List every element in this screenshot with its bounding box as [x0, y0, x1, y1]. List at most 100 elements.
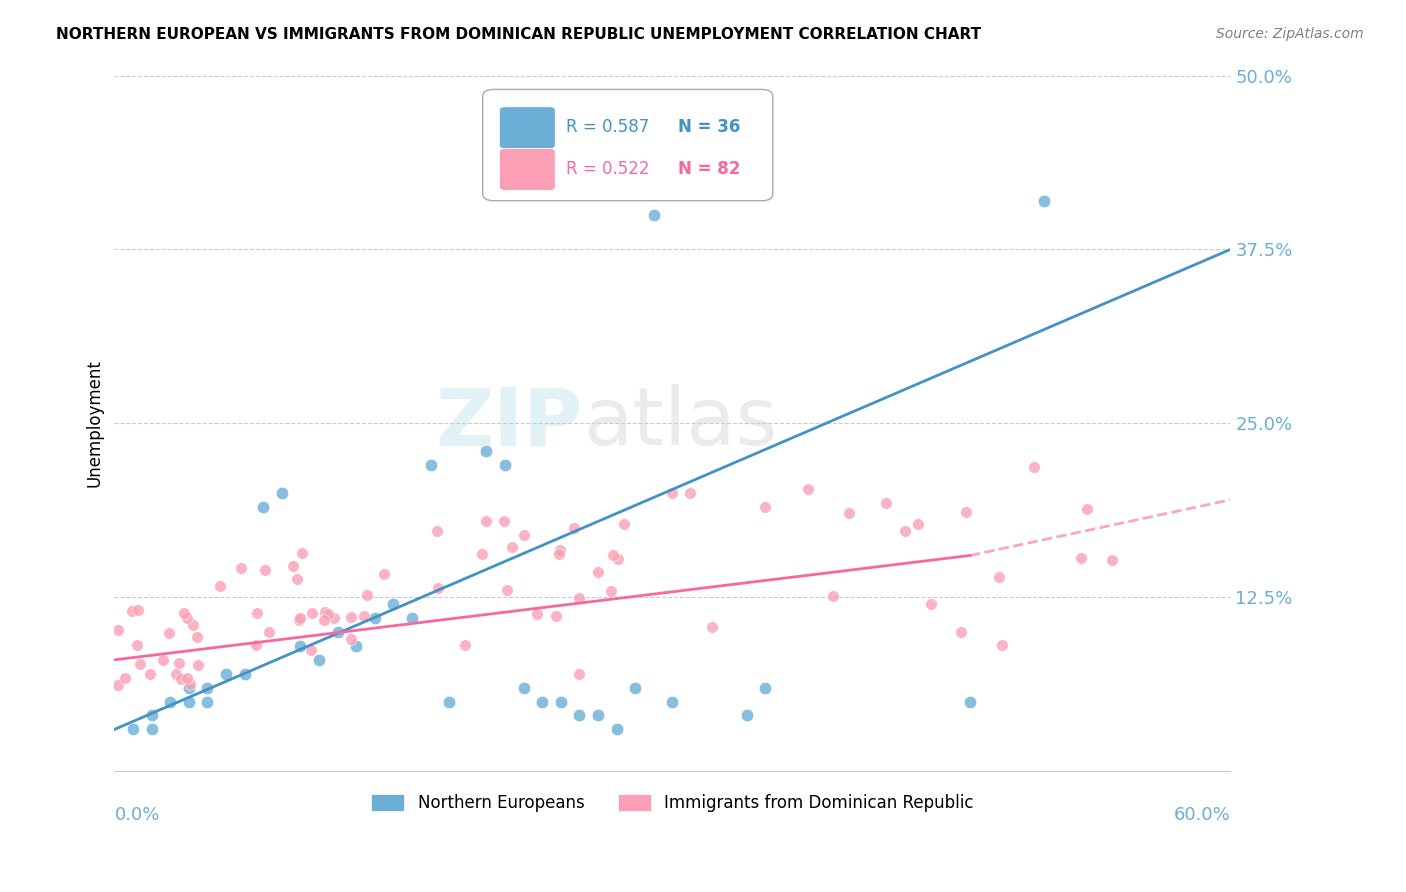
Point [322, 611, 344, 625]
Point [606, 552, 628, 566]
Point [949, 625, 972, 640]
Point [141, 723, 163, 737]
Point [318, 607, 340, 621]
Point [197, 695, 219, 709]
Point [290, 639, 312, 653]
Point [959, 695, 981, 709]
Point [754, 500, 776, 514]
Point [215, 666, 238, 681]
Point [127, 603, 149, 617]
Point [252, 500, 274, 514]
Point [838, 506, 860, 520]
Text: 60.0%: 60.0% [1174, 805, 1230, 824]
Point [170, 672, 193, 686]
Point [373, 566, 395, 581]
Point [340, 632, 363, 646]
Point [208, 579, 231, 593]
Point [173, 607, 195, 621]
Point [602, 548, 624, 562]
Point [179, 676, 201, 690]
Point [496, 583, 519, 598]
Point [308, 653, 330, 667]
Point [606, 723, 628, 737]
Point [907, 516, 929, 531]
Point [245, 638, 267, 652]
Point [754, 681, 776, 695]
Point [531, 695, 554, 709]
Point [283, 558, 305, 573]
Text: Source: ZipAtlas.com: Source: ZipAtlas.com [1216, 27, 1364, 41]
Point [288, 614, 311, 628]
Point [356, 588, 378, 602]
Point [700, 620, 723, 634]
Point [270, 486, 292, 500]
Point [299, 643, 322, 657]
Point [550, 695, 572, 709]
Point [735, 708, 758, 723]
Point [176, 671, 198, 685]
Point [1033, 194, 1056, 208]
Point [141, 708, 163, 723]
Point [114, 671, 136, 685]
Point [512, 681, 534, 695]
Point [990, 638, 1012, 652]
Point [471, 547, 494, 561]
Text: atlas: atlas [583, 384, 778, 462]
Point [177, 681, 200, 695]
Point [586, 708, 609, 723]
Point [301, 606, 323, 620]
Point [821, 589, 844, 603]
Point [894, 524, 917, 538]
Point [1070, 551, 1092, 566]
Point [197, 681, 219, 695]
Point [186, 630, 208, 644]
Point [339, 610, 361, 624]
Point [344, 639, 367, 653]
Point [285, 573, 308, 587]
Point [586, 566, 609, 580]
Point [229, 561, 252, 575]
Point [562, 520, 585, 534]
FancyBboxPatch shape [482, 89, 773, 201]
Y-axis label: Unemployment: Unemployment [86, 359, 103, 487]
Point [613, 517, 636, 532]
Point [419, 458, 441, 472]
Point [437, 695, 460, 709]
Point [382, 597, 405, 611]
Point [678, 486, 700, 500]
Point [176, 610, 198, 624]
Point [920, 597, 942, 611]
Point [121, 604, 143, 618]
Point [128, 657, 150, 671]
Point [568, 591, 591, 605]
Point [254, 563, 277, 577]
Point [501, 540, 523, 554]
Point [125, 638, 148, 652]
Point [427, 581, 450, 595]
Point [494, 458, 516, 472]
Point [107, 678, 129, 692]
Point [548, 543, 571, 558]
Text: N = 82: N = 82 [678, 160, 741, 178]
Text: R = 0.587: R = 0.587 [567, 118, 650, 136]
Point [152, 653, 174, 667]
Point [512, 527, 534, 541]
Point [875, 496, 897, 510]
Point [1022, 460, 1045, 475]
Text: ZIP: ZIP [436, 384, 583, 462]
Point [165, 666, 187, 681]
Point [797, 482, 820, 496]
Point [661, 695, 683, 709]
Point [157, 625, 180, 640]
Point [167, 656, 190, 670]
Point [314, 605, 336, 619]
Point [107, 623, 129, 637]
Point [353, 608, 375, 623]
Point [599, 583, 621, 598]
Point [475, 514, 498, 528]
Point [988, 570, 1011, 584]
Point [454, 638, 477, 652]
Point [257, 624, 280, 639]
Point [544, 609, 567, 624]
Point [568, 708, 591, 723]
